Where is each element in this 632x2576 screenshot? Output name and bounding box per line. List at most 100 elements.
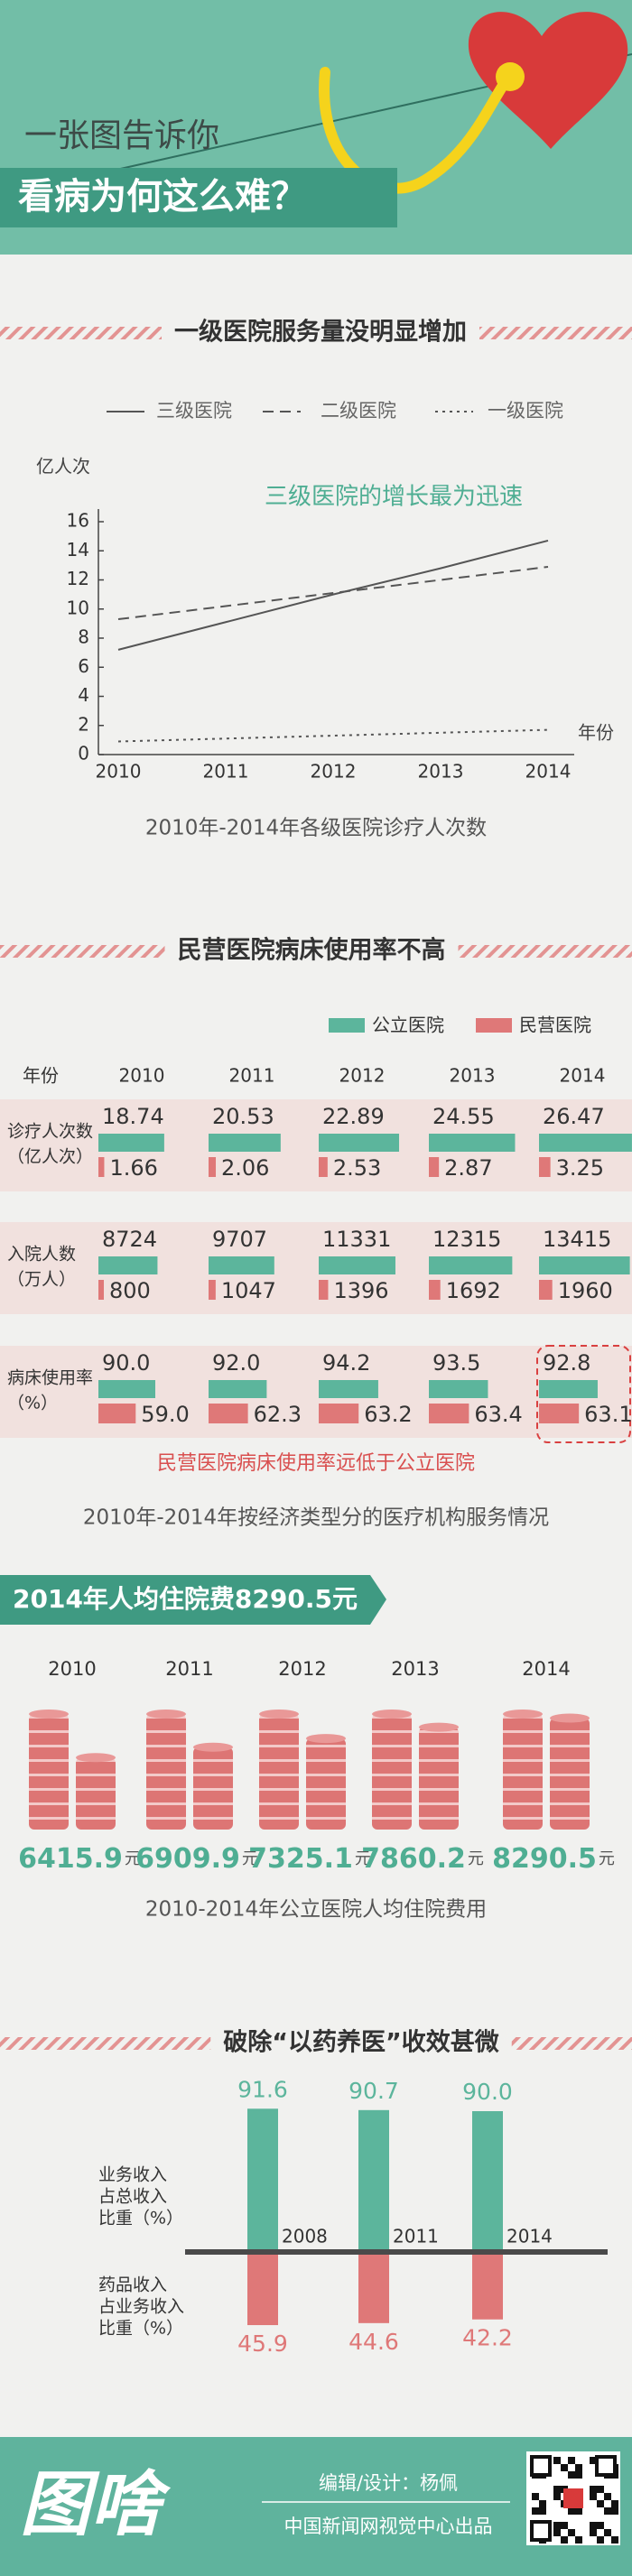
title-stripes (0, 327, 162, 339)
row-band (0, 1099, 632, 1191)
value-unit: 元 (599, 1849, 615, 1868)
qr-cell (553, 2493, 561, 2500)
category-label: 2011 (393, 2226, 439, 2247)
category-label: 2012 (278, 1658, 326, 1680)
value-label: 6415.9 元 (18, 1843, 141, 1875)
y-tick-label: 10 (67, 597, 89, 618)
bar (358, 2109, 389, 2249)
value-label: 24.55 (432, 1104, 495, 1129)
coin-top (550, 1713, 590, 1723)
value-label: 62.3 (254, 1402, 302, 1427)
row-label: （亿人次） (7, 1147, 93, 1167)
series-line (117, 539, 549, 651)
legend-label: 公立医院 (372, 1015, 444, 1036)
value-label: 1960 (558, 1278, 613, 1303)
series-label: 比重（%） (98, 2209, 183, 2229)
value-label: 90.0 (102, 1350, 150, 1376)
value-label: 800 (109, 1278, 151, 1303)
value-number: 6415.9 (18, 1843, 123, 1875)
qr-finder (530, 2520, 552, 2542)
coin-top (29, 1710, 69, 1719)
coin-bar (419, 1727, 459, 1830)
value-label: 92.8 (543, 1350, 590, 1376)
x-tick-label: 2010 (96, 761, 142, 783)
qr-badge (563, 2488, 583, 2508)
value-label: 11331 (322, 1227, 391, 1252)
qr-cell (611, 2536, 618, 2544)
legend-swatch (329, 1018, 365, 1033)
qr-cell (590, 2529, 597, 2536)
series-label: 占总收入 (98, 2187, 167, 2207)
coin-top (503, 1710, 543, 1719)
bar (209, 1256, 274, 1274)
qr-cell (561, 2522, 568, 2529)
category-label: 2014 (507, 2226, 553, 2247)
bar (209, 1404, 248, 1423)
category-label: 2013 (391, 1658, 439, 1680)
coin-stack (503, 1714, 543, 1830)
stethoscope-head (496, 62, 525, 91)
value-label: 1047 (221, 1278, 276, 1303)
value-number: 8290.5 (492, 1843, 597, 1875)
section-title: 2014年人均住院费8290.5元 (13, 1584, 358, 1614)
value-label: 3.25 (556, 1155, 604, 1181)
qr-cell (561, 2536, 568, 2544)
qr-finder (530, 2455, 552, 2477)
title-stripes (0, 2037, 211, 2050)
title-banner (0, 1575, 386, 1625)
value-label: 2.06 (221, 1155, 269, 1181)
value-unit: 元 (468, 1849, 484, 1868)
legend-label: 二级医院 (321, 400, 396, 422)
bar (247, 2255, 278, 2326)
value-label: 6909.9 元 (135, 1843, 258, 1875)
bar (98, 1157, 105, 1177)
caption: 2010-2014年公立医院人均住院费用 (145, 1898, 487, 1922)
series-label: 占业务收入 (98, 2297, 184, 2317)
section-title: 一级医院服务量没明显增加 (174, 318, 467, 347)
value-label: 42.2 (462, 2325, 513, 2351)
coin-top (306, 1734, 346, 1744)
bar (358, 2255, 389, 2323)
column-label: 2013 (450, 1065, 496, 1087)
value-label: 94.2 (322, 1350, 370, 1376)
x-axis-label: 年份 (578, 722, 614, 744)
header-title-band (0, 168, 397, 227)
bar (429, 1157, 440, 1177)
bar (319, 1280, 329, 1300)
value-number: 7860.2 (361, 1843, 466, 1875)
y-tick-label: 16 (67, 510, 89, 532)
y-tick-label: 12 (67, 568, 89, 589)
bar (539, 1157, 551, 1177)
bar (98, 1134, 164, 1152)
category-label: 2011 (165, 1658, 213, 1680)
row-label: 入院人数 (7, 1245, 76, 1265)
bar (98, 1280, 104, 1300)
bar (429, 1134, 516, 1152)
bar (539, 1404, 580, 1423)
qr-cell (553, 2486, 561, 2493)
header-label: 年份 (23, 1065, 59, 1087)
heart (468, 12, 628, 150)
value-label: 7860.2 元 (361, 1843, 484, 1875)
row-label: 病床使用率 (7, 1368, 93, 1388)
coin-top (146, 1710, 186, 1719)
qr-cell (575, 2507, 582, 2515)
bar (319, 1380, 378, 1398)
bar (98, 1380, 155, 1398)
y-tick-label: 2 (78, 713, 89, 735)
annotation: 三级医院的增长最为迅速 (265, 484, 523, 511)
row-label: （万人） (7, 1270, 76, 1290)
qr-cell (611, 2507, 618, 2515)
header-kicker: 一张图告诉你 (24, 117, 219, 154)
coin-stack (259, 1714, 299, 1830)
qr-cell (568, 2507, 575, 2515)
y-tick-label: 8 (78, 626, 89, 648)
bar (472, 2111, 503, 2249)
value-label: 92.0 (212, 1350, 260, 1376)
value-label: 20.53 (212, 1104, 274, 1129)
value-label: 1396 (333, 1278, 388, 1303)
x-tick-label: 2012 (311, 761, 357, 783)
footer-logo: 图啥 (20, 2464, 172, 2545)
qr-cell (604, 2529, 611, 2536)
header-title: 看病为何这么难？ (18, 176, 307, 218)
